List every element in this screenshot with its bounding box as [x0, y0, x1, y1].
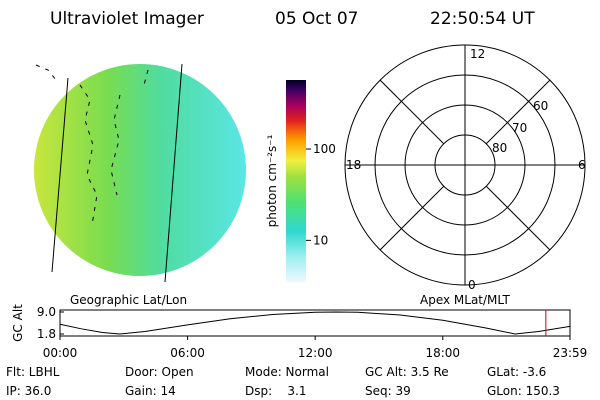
- mlt-line: [379, 185, 445, 251]
- x-tick-label: 00:00: [43, 346, 78, 360]
- status-field: Flt: LBHL: [6, 365, 60, 379]
- status-field: IP: 36.0: [6, 384, 51, 398]
- y-tick-label: 9.0: [37, 305, 56, 319]
- x-tick-label: 12:00: [298, 346, 333, 360]
- mlt-label: 0: [468, 278, 476, 292]
- colorbar-label: photon cm⁻²s⁻¹: [265, 134, 279, 227]
- y-axis-label: GC Alt: [11, 304, 25, 342]
- colorbar-tick-label: 100: [313, 142, 336, 156]
- mlt-line: [485, 185, 551, 251]
- status-field: Door: Open: [125, 365, 194, 379]
- mlt-line: [379, 79, 445, 145]
- status-field: Mode: Normal: [245, 365, 329, 379]
- x-tick-label: 18:00: [425, 346, 460, 360]
- status-field: GLat: -3.6: [487, 365, 546, 379]
- time: 22:50:54 UT: [430, 9, 535, 29]
- mlt-line: [485, 79, 551, 145]
- meridian: [51, 77, 69, 273]
- lat-label: 60: [533, 99, 548, 113]
- status-field: Gain: 14: [125, 384, 176, 398]
- lat-label: 70: [512, 121, 527, 135]
- x-tick-label: 06:00: [170, 346, 205, 360]
- colorbar-tick-label: 10: [313, 233, 328, 247]
- status-field: Dsp: 3.1: [245, 384, 307, 398]
- gc-alt-line: [59, 311, 571, 335]
- status-field: GLon: 150.3: [487, 384, 560, 398]
- mlt-label: 12: [470, 47, 485, 61]
- globe-image: [34, 63, 246, 283]
- lat-label: 80: [492, 141, 507, 155]
- map-label: Geographic Lat/Lon: [70, 293, 187, 307]
- x-tick-label: 23:59: [553, 346, 588, 360]
- y-tick-label: 1.8: [37, 327, 56, 341]
- status-field: Seq: 39: [365, 384, 411, 398]
- status-field: GC Alt: 3.5 Re: [365, 365, 449, 379]
- date: 05 Oct 07: [275, 9, 358, 29]
- mlt-label: 6: [578, 158, 586, 172]
- title: Ultraviolet Imager: [50, 9, 204, 29]
- meridian: [164, 63, 183, 283]
- globe: [34, 64, 246, 276]
- mlt-label: 18: [346, 158, 361, 172]
- colorbar: [286, 80, 306, 282]
- map-label: Apex MLat/MLT: [420, 293, 510, 307]
- polar-grid: [344, 44, 586, 286]
